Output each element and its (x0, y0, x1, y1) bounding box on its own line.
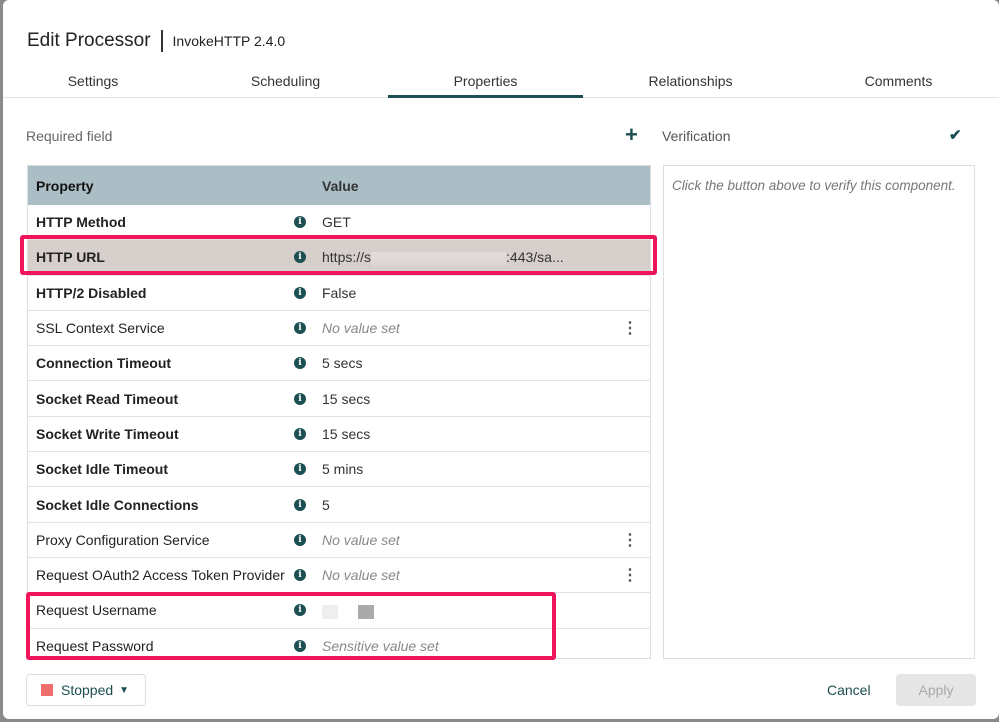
info-icon[interactable]: i (294, 463, 306, 476)
property-value[interactable]: GET (322, 214, 351, 231)
property-name: Socket Idle Timeout (36, 461, 168, 478)
property-name: Socket Idle Connections (36, 496, 199, 513)
tab-bar: Settings Scheduling Properties Relationship… (3, 62, 999, 98)
property-value[interactable]: No value set (322, 567, 400, 584)
property-value[interactable]: https://s :443/sa... (322, 249, 564, 266)
verification-panel: Click the button above to verify this co… (663, 165, 975, 659)
cancel-button[interactable]: Cancel (827, 682, 871, 698)
required-field-label: Required field (26, 128, 113, 144)
property-value[interactable] (322, 602, 374, 619)
table-row[interactable]: Request OAuth2 Access Token Provider i No… (28, 558, 650, 594)
property-name: Socket Read Timeout (36, 390, 179, 407)
table-row[interactable]: Socket Idle Timeout i 5 mins (28, 452, 650, 488)
info-icon[interactable]: i (294, 357, 306, 370)
table-row[interactable]: Socket Read Timeout i 15 secs (28, 381, 650, 417)
run-status-dropdown[interactable]: Stopped ▼ (26, 674, 146, 706)
property-value[interactable]: 5 (322, 496, 330, 513)
url-suffix: :443/sa... (506, 249, 564, 266)
property-value[interactable]: 5 secs (322, 355, 363, 372)
verification-title: Verification (662, 128, 731, 144)
property-value[interactable]: No value set (322, 531, 400, 548)
property-value[interactable]: False (322, 284, 357, 301)
property-name: Connection Timeout (36, 355, 172, 372)
property-name: Socket Write Timeout (36, 425, 179, 442)
more-options-icon[interactable]: ⋮ (622, 531, 638, 549)
tab-properties[interactable]: Properties (388, 62, 583, 98)
properties-table: Property Value HTTP Method i GET HTTP URL … (27, 165, 651, 659)
property-name: SSL Context Service (36, 320, 165, 337)
table-row[interactable]: Proxy Configuration Service i No value se… (28, 523, 650, 558)
table-row[interactable]: Socket Idle Connections i 5 (28, 487, 650, 523)
dialog-title: Edit Processor InvokeHTTP 2.4.0 (27, 30, 285, 52)
url-prefix: https://s (322, 249, 372, 266)
property-value[interactable]: 5 mins (322, 461, 364, 478)
info-icon[interactable]: i (294, 322, 306, 335)
redacted-block (322, 604, 338, 619)
stopped-icon (41, 684, 53, 696)
info-icon[interactable]: i (294, 604, 306, 617)
property-value[interactable]: 15 secs (322, 425, 371, 442)
table-row[interactable]: Connection Timeout i 5 secs (28, 346, 650, 382)
column-property: Property (36, 177, 94, 194)
info-icon[interactable]: i (294, 498, 306, 511)
table-row[interactable]: Socket Write Timeout i 15 secs (28, 417, 650, 453)
redacted-block (358, 604, 374, 619)
property-value[interactable]: 15 secs (322, 390, 371, 407)
dialog-title-text: Edit Processor (27, 30, 151, 51)
property-name: Request OAuth2 Access Token Provider (36, 567, 285, 584)
property-value[interactable]: Sensitive value set (322, 637, 439, 654)
highlight-box-credentials (26, 592, 556, 660)
table-row[interactable]: HTTP/2 Disabled i False (28, 276, 650, 311)
info-icon[interactable]: i (294, 427, 306, 440)
table-row[interactable]: SSL Context Service i No value set ⋮ (28, 311, 650, 347)
processor-type: InvokeHTTP 2.4.0 (172, 33, 286, 49)
info-icon[interactable]: i (294, 639, 306, 652)
more-options-icon[interactable]: ⋮ (622, 320, 638, 338)
info-icon[interactable]: i (294, 392, 306, 405)
column-value: Value (322, 177, 359, 194)
property-name: Proxy Configuration Service (36, 531, 210, 548)
table-header: Property Value (28, 166, 650, 205)
table-row[interactable]: HTTP Method i GET (28, 205, 650, 241)
info-icon[interactable]: i (294, 286, 306, 299)
add-property-button[interactable]: + (625, 122, 638, 147)
property-value[interactable]: No value set (322, 320, 400, 337)
info-icon[interactable]: i (294, 216, 306, 229)
tab-relationships[interactable]: Relationships (648, 73, 733, 89)
verify-check-button[interactable]: ✔ (949, 127, 962, 144)
table-row[interactable]: HTTP URL i https://s:443/sa... (28, 240, 650, 276)
redacted-block (371, 251, 507, 266)
info-icon[interactable]: i (294, 569, 306, 582)
run-status-label: Stopped (61, 682, 114, 698)
table-row[interactable]: Request Username i (28, 593, 650, 629)
title-divider (160, 30, 163, 52)
caret-down-icon: ▼ (119, 684, 130, 696)
edit-processor-dialog: Edit Processor InvokeHTTP 2.4.0 Settings… (3, 0, 999, 719)
info-icon[interactable]: i (294, 533, 306, 546)
table-row[interactable]: Request Password i Sensitive value set (28, 629, 650, 658)
property-name: HTTP/2 Disabled (36, 284, 147, 301)
info-icon[interactable]: i (294, 251, 306, 264)
tab-scheduling[interactable]: Scheduling (250, 73, 321, 89)
apply-button[interactable]: Apply (896, 674, 976, 706)
highlight-box-url (20, 235, 657, 275)
tab-comments[interactable]: Comments (864, 73, 933, 89)
tab-settings[interactable]: Settings (67, 73, 119, 89)
property-name: HTTP Method (36, 214, 126, 231)
more-options-icon[interactable]: ⋮ (622, 567, 638, 585)
